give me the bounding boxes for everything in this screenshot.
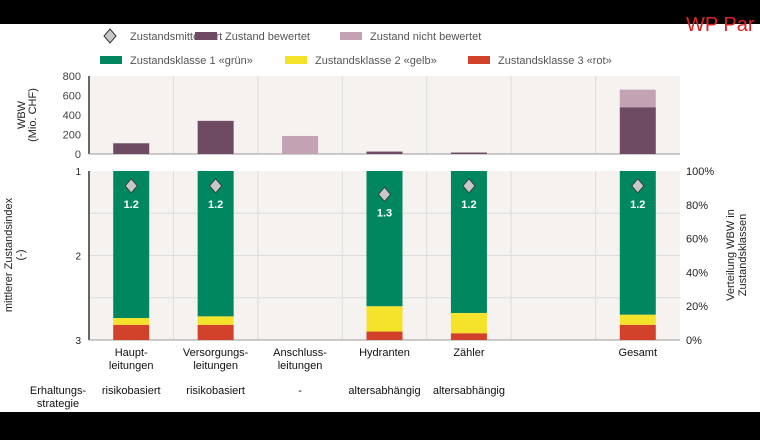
top-y-tick-label: 400	[63, 110, 81, 122]
category-label: Versorgungs-leitungen	[183, 347, 249, 372]
legend-label: Zustand nicht bewertet	[370, 31, 481, 43]
mean-index-label: 1.2	[208, 199, 223, 211]
top-plot-area	[89, 76, 680, 154]
bottom-bar-segment	[366, 306, 403, 332]
right-y-axis-label: Verteilung WBW inZustandsklassen	[725, 209, 749, 301]
right-y-tick-label: 60%	[686, 234, 708, 246]
legend-swatch	[340, 32, 362, 40]
top-y-tick-label: 0	[75, 149, 81, 161]
strategy-label: risikobasiert	[102, 385, 161, 397]
legend-swatch	[468, 56, 490, 64]
category-label: Haupt-leitungen	[109, 347, 154, 372]
legend-diamond-icon	[103, 28, 117, 44]
mean-index-label: 1.2	[124, 199, 139, 211]
top-y-tick-label: 600	[63, 91, 81, 103]
strategy-label: altersabhängig	[433, 385, 505, 397]
brand-text: WP Par	[686, 14, 755, 36]
mean-index-diamond-icon	[124, 178, 138, 194]
bottom-bar-segment	[450, 312, 487, 334]
top-bar-zustand-bewertet	[450, 152, 487, 154]
mean-index-label: 1.3	[377, 207, 392, 219]
right-y-tick-label: 20%	[686, 301, 708, 313]
bottom-bar-segment	[366, 331, 403, 340]
bottom-bar-segment	[197, 171, 234, 317]
strategy-label: -	[298, 385, 302, 397]
bottom-bar-segment	[113, 171, 150, 319]
legend-label: Zustandsklasse 2 «gelb»	[315, 55, 437, 67]
top-y-tick-label: 200	[63, 130, 81, 142]
top-y-tick-label: 800	[63, 71, 81, 83]
strategy-label: risikobasiert	[186, 385, 245, 397]
mean-index-label: 1.2	[461, 199, 476, 211]
right-y-tick-label: 100%	[686, 166, 714, 178]
left-y-tick-label: 3	[75, 336, 81, 347]
right-y-tick-label: 80%	[686, 200, 708, 212]
category-label: Anschluss-leitungen	[273, 347, 327, 372]
legend-label: Zustandsklasse 3 «rot»	[498, 55, 612, 67]
bottom-bar-segment	[113, 318, 150, 325]
strategy-label: altersabhängig	[348, 385, 420, 397]
strategy-row-label: Erhaltungs-strategie	[30, 385, 87, 410]
bottom-bar-segment	[619, 314, 656, 325]
legend-label: Zustand bewertet	[225, 31, 310, 43]
bottom-bar-segment	[450, 171, 487, 313]
category-label: Zähler	[453, 347, 485, 359]
top-bar-zustand-bewertet	[197, 120, 234, 154]
bottom-bar-segment	[619, 171, 656, 315]
top-y-axis-label: WBW(Mio. CHF)	[16, 88, 39, 142]
mean-index-diamond-icon	[631, 178, 645, 194]
category-label: Hydranten	[359, 347, 410, 359]
legend-label: Zustandsklasse 1 «grün»	[130, 55, 253, 67]
bottom-black-band	[0, 412, 760, 440]
mean-index-label: 1.2	[630, 199, 645, 211]
legend-swatch	[195, 32, 217, 40]
top-bar-zustand-bewertet	[619, 107, 656, 154]
top-black-band	[0, 0, 760, 24]
right-y-tick-label: 40%	[686, 267, 708, 279]
mean-index-diamond-icon	[462, 178, 476, 194]
bottom-bar-segment	[619, 324, 656, 340]
top-bar-zustand-bewertet	[113, 143, 150, 154]
bottom-bar-segment	[113, 324, 150, 340]
mean-index-diamond-icon	[209, 178, 223, 194]
left-y-tick-label: 1	[75, 167, 81, 178]
right-y-tick-label: 0%	[686, 335, 702, 347]
top-bar-zustand-bewertet	[366, 151, 403, 154]
bottom-bar-segment	[450, 333, 487, 340]
top-bar-zustand-nicht-bewertet	[282, 135, 319, 154]
legend-swatch	[100, 56, 122, 64]
legend-swatch	[285, 56, 307, 64]
left-y-tick-label: 2	[75, 252, 81, 263]
bottom-bar-segment	[197, 324, 234, 340]
left-y-axis-label: mittlerer Zustandsindex(-)	[3, 197, 27, 312]
category-label: Gesamt	[619, 347, 658, 359]
bottom-bar-segment	[197, 316, 234, 325]
top-bar-zustand-nicht-bewertet	[619, 89, 656, 108]
mean-index-diamond-icon	[377, 186, 392, 202]
